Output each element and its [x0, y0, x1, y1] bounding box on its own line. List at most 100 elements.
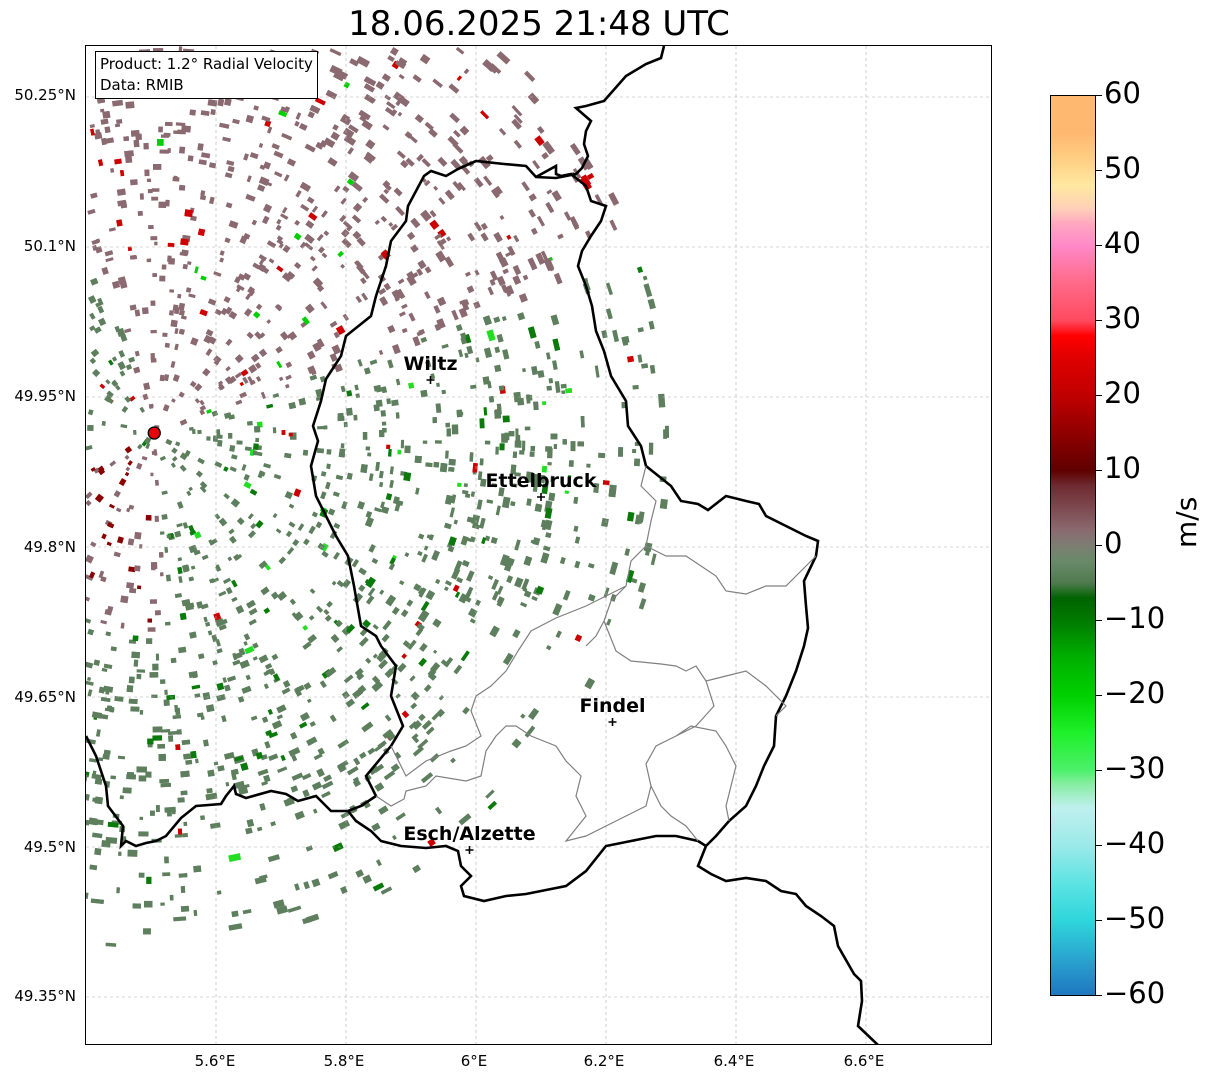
echo-gate	[126, 773, 136, 780]
echo-gate	[98, 570, 105, 579]
echo-gate	[323, 137, 336, 149]
echo-gate	[118, 851, 122, 856]
echo-gate	[115, 384, 121, 391]
echo-gate	[352, 688, 363, 699]
echo-gate	[221, 618, 228, 625]
echo-gate	[550, 475, 555, 482]
lat-tick-label: 50.25°N	[14, 86, 76, 104]
echo-gate	[368, 473, 374, 482]
echo-gate	[393, 187, 403, 197]
echo-gate	[309, 588, 316, 595]
echo-gate	[258, 654, 269, 664]
echo-gate	[197, 457, 205, 465]
echo-gate	[285, 383, 290, 389]
echo-gate	[542, 401, 547, 406]
echo-gate	[406, 271, 415, 280]
echo-gate	[401, 327, 408, 334]
radar-map[interactable]: Wiltz Ettelbruck Findel Esch/Alzette	[85, 45, 992, 1045]
echo-gate	[181, 739, 191, 746]
echo-gate	[225, 586, 233, 595]
data-source-label: Data: RMIB	[100, 76, 184, 94]
echo-gate	[189, 530, 197, 536]
echo-gate	[331, 344, 342, 355]
echo-gate	[245, 827, 253, 835]
echo-gate	[445, 580, 452, 586]
echo-gate	[448, 536, 457, 547]
echo-gate	[134, 309, 141, 317]
echo-gate	[90, 277, 99, 286]
echo-gate	[338, 452, 345, 458]
echo-gate	[165, 574, 172, 582]
echo-gate	[235, 553, 243, 561]
echo-gate	[360, 277, 367, 285]
echo-gate	[390, 763, 400, 773]
echo-gate	[564, 490, 569, 494]
echo-gate	[281, 206, 288, 214]
echo-gate	[295, 190, 302, 198]
echo-gate	[311, 265, 318, 272]
echo-gate	[451, 494, 457, 504]
echo-gate	[517, 312, 526, 321]
echo-gate	[493, 232, 503, 243]
echo-gate	[502, 268, 509, 275]
echo-gate	[486, 329, 496, 342]
lat-tick-label: 49.8°N	[23, 538, 76, 556]
echo-gate	[244, 645, 255, 655]
echo-gate	[172, 456, 178, 462]
echo-gate	[373, 384, 382, 392]
echo-gate	[203, 616, 208, 623]
echo-gate	[601, 330, 608, 339]
echo-gate	[170, 361, 176, 368]
echo-gate	[317, 426, 324, 430]
echo-gate	[353, 414, 358, 421]
echo-gate	[211, 410, 219, 417]
echo-gate	[333, 551, 340, 560]
echo-gate	[364, 516, 374, 528]
echo-gate	[304, 242, 314, 251]
echo-gate	[452, 584, 460, 593]
echo-gate	[200, 815, 206, 821]
echo-gate	[171, 398, 176, 403]
echo-gate	[316, 768, 325, 778]
echo-gate	[479, 458, 484, 466]
echo-gate	[288, 432, 293, 437]
echo-gate	[199, 195, 207, 201]
colorbar-tick-label: 60	[1104, 76, 1141, 110]
echo-gate	[359, 115, 367, 123]
echo-gate	[494, 364, 502, 373]
echo-gate	[119, 169, 125, 177]
echo-gate	[410, 217, 421, 229]
echo-gate	[487, 575, 494, 580]
echo-gate	[133, 659, 139, 667]
echo-gate	[346, 390, 353, 397]
echo-gate	[395, 693, 401, 699]
echo-gate	[626, 511, 635, 522]
echo-gate	[345, 624, 355, 634]
echo-gate	[446, 236, 452, 242]
echo-gate	[119, 795, 124, 800]
echo-gate	[134, 531, 142, 540]
echo-gate	[374, 507, 382, 513]
echo-gate	[199, 404, 207, 412]
echo-gate	[507, 245, 516, 256]
echo-gate	[421, 772, 434, 784]
echo-gate	[143, 382, 151, 391]
echo-gate	[174, 306, 180, 315]
echo-gate	[352, 779, 362, 788]
echo-gate	[90, 192, 98, 199]
echo-gate	[268, 753, 279, 762]
echo-gate	[137, 443, 143, 450]
echo-gate	[637, 517, 643, 524]
echo-gate	[267, 708, 273, 715]
echo-gate	[528, 209, 536, 218]
echo-gate	[469, 452, 474, 462]
echo-gate	[213, 761, 219, 766]
echo-gate	[473, 177, 484, 188]
echo-gate	[255, 437, 260, 442]
echo-gate	[514, 440, 522, 448]
echo-gate	[373, 404, 380, 412]
echo-gate	[187, 155, 194, 162]
echo-gate	[159, 455, 166, 462]
echo-gate	[541, 520, 548, 531]
echo-gate	[200, 190, 206, 196]
